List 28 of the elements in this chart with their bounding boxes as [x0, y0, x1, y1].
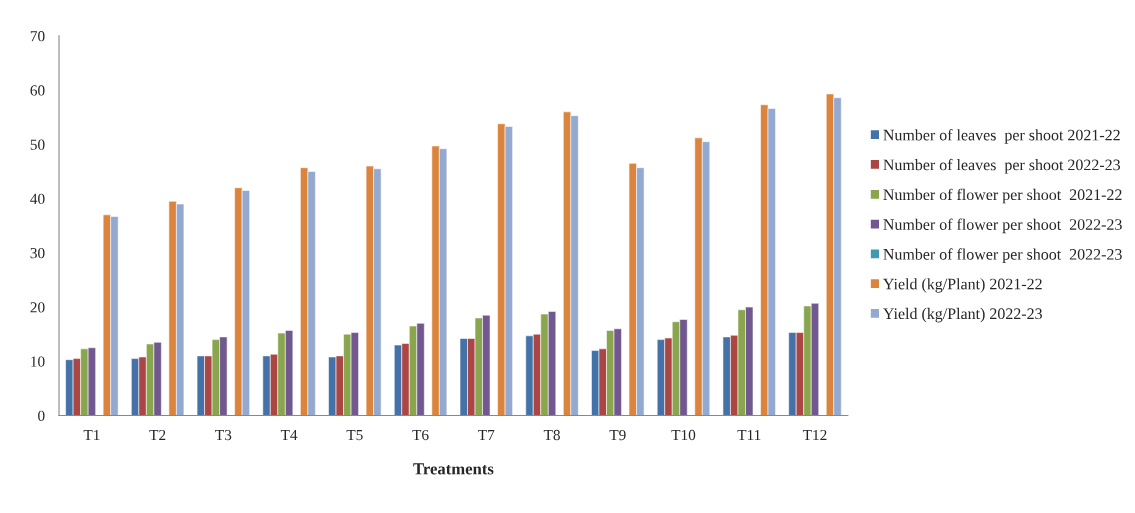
x-tick-label: T6 [412, 429, 429, 441]
legend-label: Number of leaves per shoot 2022-23 [883, 158, 1121, 174]
legend-label: Number of leaves per shoot 2021-22 [883, 129, 1120, 144]
x-tick-label: T9 [609, 429, 626, 441]
legend-label: Number of flower per shoot 2022-23 [883, 248, 1122, 263]
y-tick-label: 0 [38, 410, 45, 421]
y-tick-label: 60 [30, 85, 45, 96]
x-tick-label: T5 [346, 430, 363, 441]
x-tick-label: T12 [802, 429, 827, 441]
x-tick-label: T3 [215, 429, 232, 441]
x-tick-label: T1 [83, 429, 100, 441]
x-axis-title: Treatments [413, 463, 494, 475]
x-tick-label: T2 [149, 429, 166, 441]
y-tick-label: 40 [30, 193, 45, 205]
x-tick-label: T4 [280, 429, 298, 441]
y-tick-label: 50 [30, 139, 45, 150]
legend-label: Number of flower per shoot 2022-23 [883, 218, 1122, 234]
legend-label: Number of flower per shoot 2021-22 [883, 188, 1122, 204]
x-tick-label: T8 [543, 429, 560, 441]
y-tick-label: 30 [30, 247, 45, 259]
x-tick-label: T7 [478, 430, 495, 441]
y-tick-label: 20 [30, 302, 45, 313]
legend-label: Yield (kg/Plant) 2022-23 [883, 307, 1042, 323]
x-tick-label: T10 [671, 429, 696, 441]
x-tick-label: T11 [737, 429, 761, 441]
y-tick-label: 10 [31, 356, 45, 367]
y-tick-label: 70 [30, 31, 45, 42]
legend-label: Yield (kg/Plant) 2021-22 [883, 278, 1042, 293]
